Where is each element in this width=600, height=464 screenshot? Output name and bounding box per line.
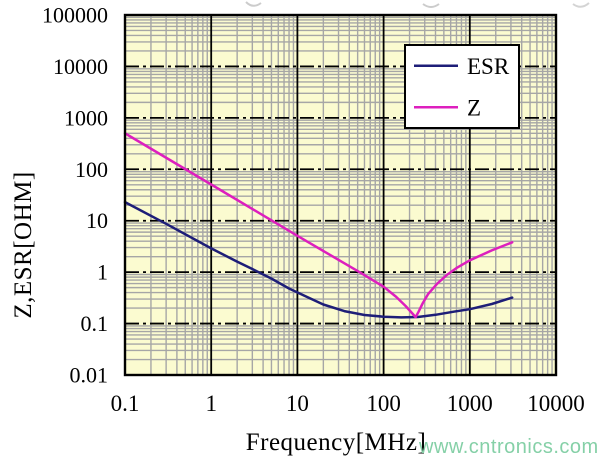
y-tick-label: 10 xyxy=(86,208,108,233)
y-tick-label: 0.1 xyxy=(81,311,109,336)
x-tick-label: 10 xyxy=(286,391,309,416)
y-tick-label: 10000 xyxy=(53,54,108,79)
y-tick-label: 1 xyxy=(97,260,108,285)
series-line-z xyxy=(123,132,514,319)
x-tick-label: 0.1 xyxy=(111,391,140,416)
x-tick-label: 10000 xyxy=(527,391,585,416)
cropped-title-artifact xyxy=(422,3,440,8)
y-tick-label: 0.01 xyxy=(70,363,109,388)
cropped-title-artifact xyxy=(572,2,590,8)
x-tick-label: 1 xyxy=(205,391,217,416)
cropped-title-artifact xyxy=(245,1,262,7)
y-tick-label: 1000 xyxy=(64,105,108,130)
x-tick-label: 100 xyxy=(366,391,401,416)
plot-frame xyxy=(123,13,558,377)
x-tick-label: 1000 xyxy=(447,391,493,416)
y-tick-label: 100 xyxy=(75,157,108,182)
y-tick-label: 100000 xyxy=(42,3,108,28)
watermark: www.cntronics.com xyxy=(419,436,599,458)
legend-box xyxy=(404,44,520,129)
legend-label-esr: ESR xyxy=(467,54,510,79)
y-axis-title: Z,ESR[OHM] xyxy=(10,171,37,319)
series-line-esr xyxy=(123,200,514,319)
x-axis-title: Frequency[MHz] xyxy=(245,429,427,456)
legend-label-z: Z xyxy=(467,95,481,120)
